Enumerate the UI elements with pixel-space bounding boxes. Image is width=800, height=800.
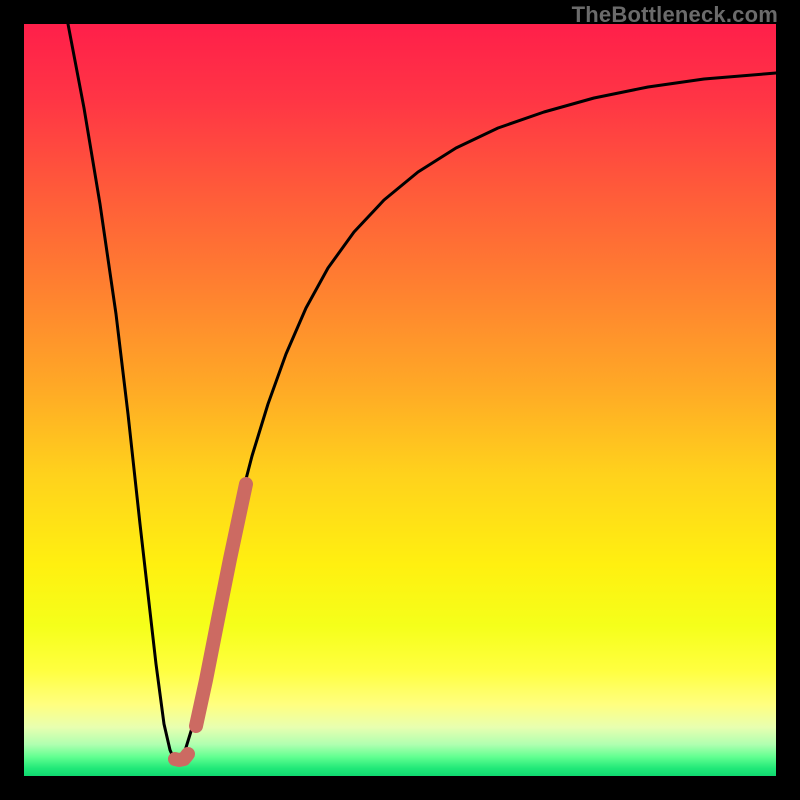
plot-area (24, 24, 776, 776)
gradient-background (24, 24, 776, 776)
chart-svg (24, 24, 776, 776)
chart-container: TheBottleneck.com (0, 0, 800, 800)
highlight-segment (175, 754, 188, 760)
